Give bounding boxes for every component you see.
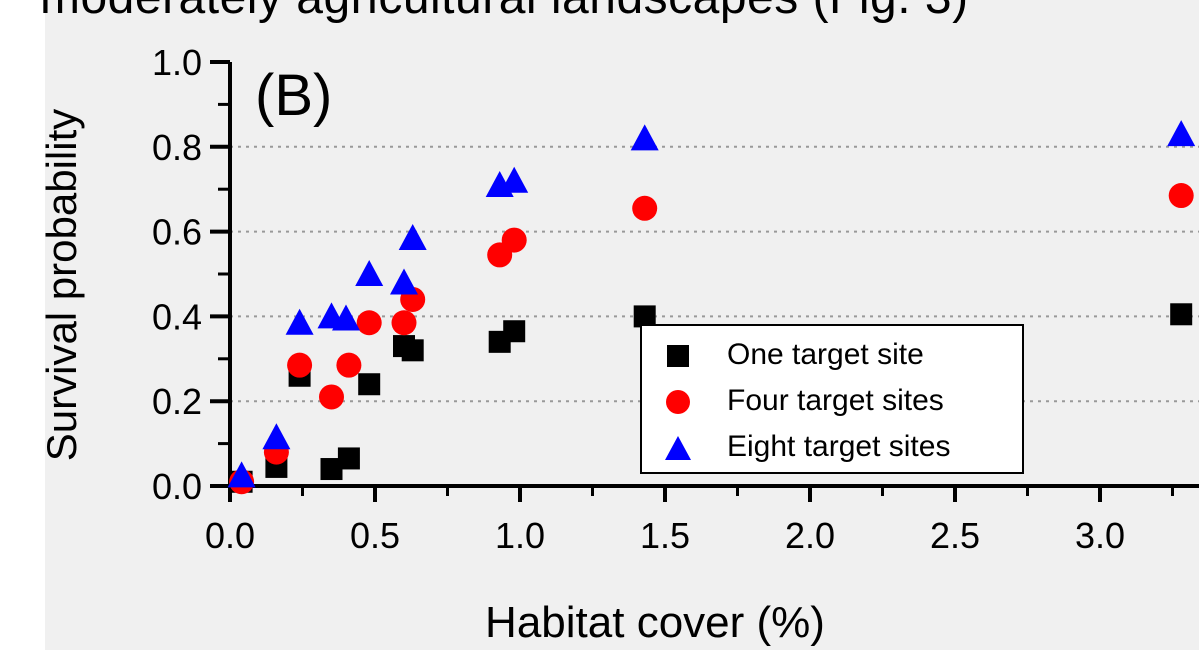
data-point-triangle [398,223,427,250]
cut-off-title: moderately agricultural landscapes (Fig.… [40,0,969,25]
data-point-circle [287,352,313,378]
data-points [227,120,1196,495]
data-point-triangle [500,166,529,193]
data-point-circle [336,352,362,378]
y-tick-label: 0.2 [152,381,202,422]
y-tick-label: 0.8 [152,127,202,168]
x-tick-label: 1.0 [495,515,545,556]
y-axis-label: Survival probability [38,108,85,462]
data-point-square [503,320,526,343]
x-axis-ticks: 0.00.51.01.52.02.53.03.5 [205,486,1174,556]
x-tick-label: 2.5 [930,515,980,556]
data-point-triangle [630,124,659,151]
legend-item-eight-target-sites: Eight target sites [642,426,1022,470]
triangle-marker-icon [665,436,691,460]
data-point-triangle [355,260,384,286]
data-point-square [401,339,424,362]
x-tick-label: 3.0 [1075,515,1125,556]
square-marker-icon [667,345,689,367]
panel-label: (B) [255,63,333,128]
data-point-square [1170,303,1193,326]
legend-item-one-target-site: One target site [642,334,1022,378]
y-tick-label: 1.0 [152,42,202,83]
legend-label: Eight target sites [727,430,951,463]
data-point-circle [319,384,344,410]
x-tick-label: 1.5 [640,515,690,556]
y-axis-ticks: 0.0 0.2 0.4 0.6 0.8 1.0 [152,42,230,507]
data-point-square [320,458,343,481]
data-point-square [633,305,656,328]
y-tick-label: 0.4 [152,296,202,337]
data-point-triangle [262,423,291,450]
data-point-circle [1168,183,1194,209]
x-axis-label: Habitat cover (%) [485,598,825,647]
data-point-triangle [227,461,256,488]
y-tick-label: 0.0 [152,466,202,507]
x-tick-label: 0.5 [350,515,400,556]
data-point-circle [391,310,417,336]
data-point-triangle [285,308,314,335]
x-tick-label: 2.0 [785,515,835,556]
data-point-triangle [332,304,360,331]
legend: One target site Four target sites Eight … [640,324,1024,474]
legend-label: Four target sites [727,384,944,417]
data-point-square [358,373,381,396]
data-point-circle [356,310,382,336]
data-point-circle [501,227,527,253]
data-point-circle [632,195,658,221]
legend-item-four-target-sites: Four target sites [642,380,1022,424]
x-tick-label: 0.0 [205,515,255,556]
grid-lines [230,145,1199,403]
data-point-triangle [1167,120,1196,147]
data-point-square [337,447,360,470]
y-tick-label: 0.6 [152,212,202,253]
data-point-triangle [390,268,418,295]
legend-label: One target site [727,338,924,371]
circle-marker-icon [666,390,690,414]
